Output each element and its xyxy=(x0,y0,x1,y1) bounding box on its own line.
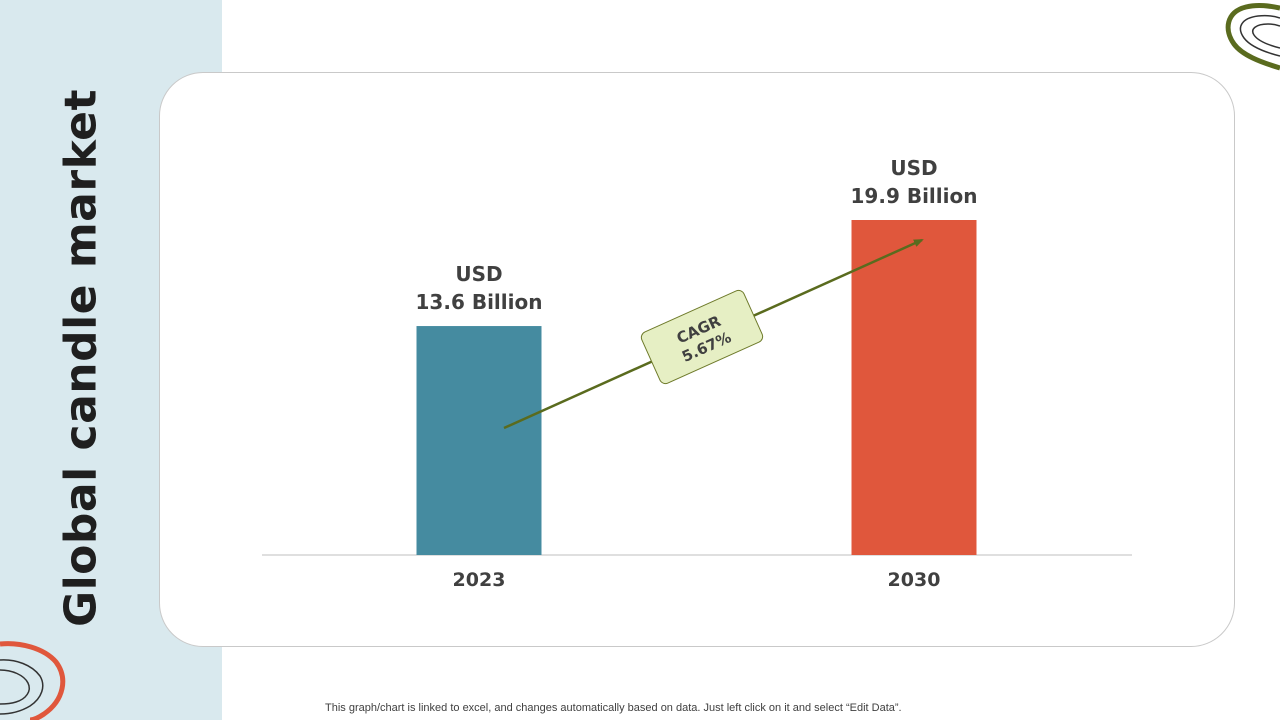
data-label-value-2030: 19.9 Billion xyxy=(851,184,978,208)
data-label-unit-2023: USD xyxy=(455,262,502,286)
data-label-value-2023: 13.6 Billion xyxy=(416,290,543,314)
bar-2030[interactable] xyxy=(851,220,977,555)
data-label-unit-2030: USD xyxy=(890,156,937,180)
x-tick-label-2023: 2023 xyxy=(453,569,506,591)
bar-2023[interactable] xyxy=(416,326,542,555)
cagr-box xyxy=(640,289,764,385)
footnote: This graph/chart is linked to excel, and… xyxy=(325,702,902,714)
chart-card xyxy=(159,72,1235,647)
swirl-decoration-top-right xyxy=(1225,2,1280,71)
swirl-decoration-bottom-left xyxy=(0,641,66,720)
x-tick-label-2030: 2030 xyxy=(888,569,941,591)
